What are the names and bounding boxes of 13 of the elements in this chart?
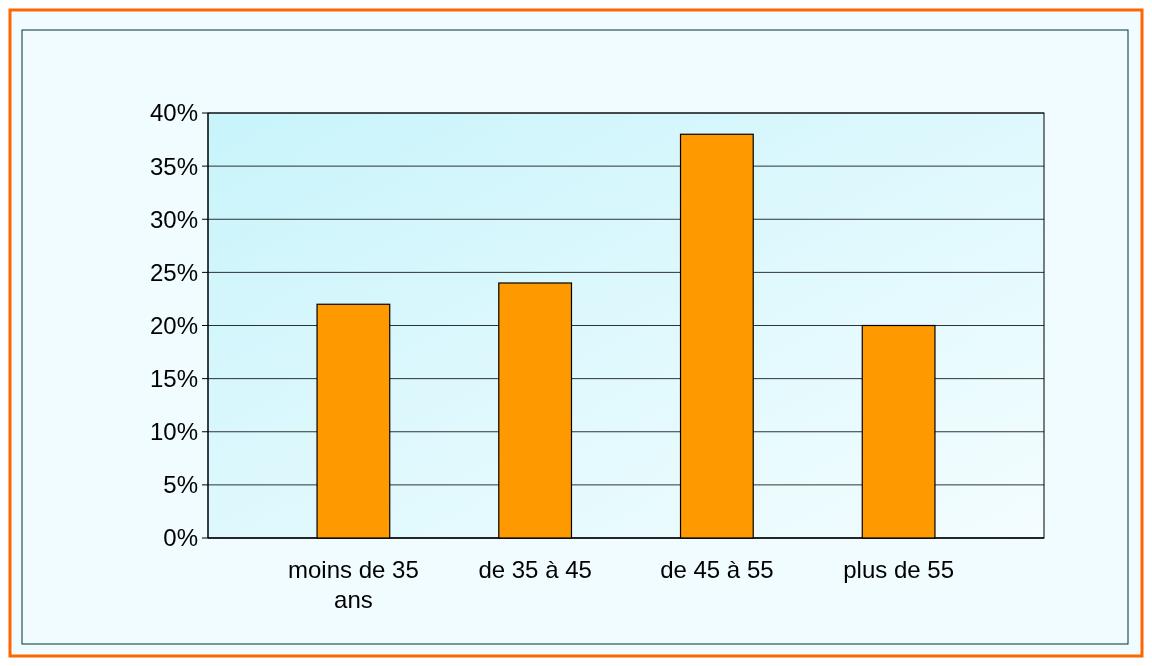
- y-tick-label: 10%: [149, 418, 198, 446]
- y-tick-label: 5%: [163, 471, 198, 499]
- y-tick-label: 35%: [149, 152, 198, 180]
- x-tick-label: de 35 à 45: [478, 556, 592, 583]
- y-tick-label: 30%: [149, 205, 198, 233]
- y-tick-label: 20%: [149, 311, 198, 339]
- x-tick-label: plus de 55: [843, 556, 954, 583]
- x-tick-label: de 45 à 55: [660, 556, 774, 583]
- y-tick-label: 15%: [149, 365, 198, 393]
- x-tick-label: moins de 35 ans: [288, 556, 419, 613]
- y-tick-label: 25%: [149, 258, 198, 286]
- y-tick-label: 40%: [149, 99, 198, 127]
- y-tick-label: 0%: [163, 524, 198, 552]
